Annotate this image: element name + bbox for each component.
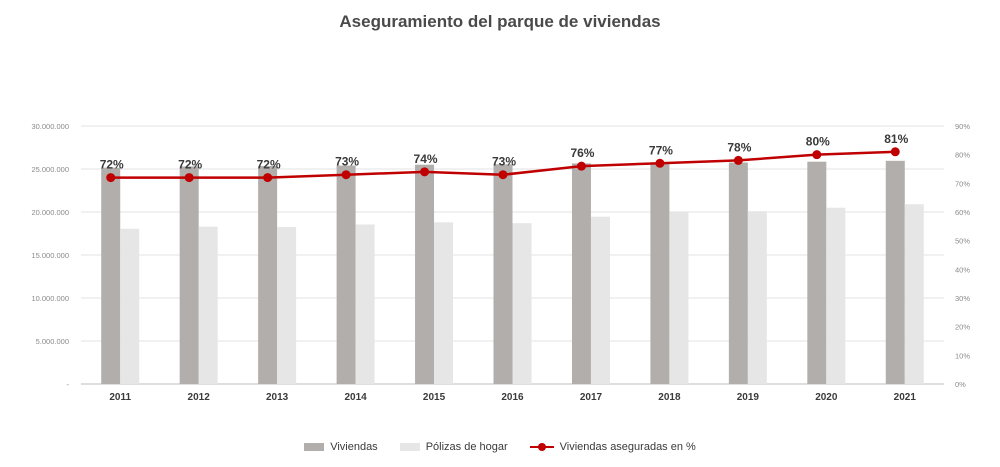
line-point (733, 155, 743, 165)
bars (101, 160, 924, 384)
axis-labels: - 5.000.000 10.000.000 15.000.000 20.000.000… (31, 122, 970, 403)
data-label-percent: 78% (727, 140, 751, 154)
legend-item-polizas: Pólizas de hogar (399, 441, 508, 453)
line-point (890, 147, 900, 157)
legend-swatch-polizas (399, 443, 420, 451)
y-right-tick-label: 0% (955, 380, 966, 389)
bar-viviendas (336, 165, 356, 384)
data-label-percent: 72% (257, 158, 281, 172)
legend-label-porcentaje: Viviendas aseguradas en % (559, 441, 696, 453)
legend-swatch-viviendas (304, 443, 325, 451)
bar-polizas (747, 211, 767, 384)
line-point (106, 173, 116, 183)
y-right-tick-label: 10% (955, 351, 970, 360)
bar-polizas (277, 227, 297, 384)
bar-viviendas (728, 162, 748, 384)
x-tick-label: 2017 (580, 392, 603, 403)
x-tick-label: 2016 (501, 392, 524, 403)
x-tick-label: 2012 (188, 392, 211, 403)
bar-polizas (512, 223, 532, 384)
bar-polizas (590, 216, 610, 384)
y-left-tick-label: 25.000.000 (31, 165, 69, 174)
bar-polizas (198, 226, 218, 384)
bar-viviendas (807, 161, 827, 384)
bar-polizas (355, 224, 375, 384)
x-tick-label: 2021 (894, 392, 917, 403)
chart-title: Aseguramiento del parque de viviendas (339, 12, 661, 31)
data-label-percent: 73% (335, 155, 359, 169)
x-tick-label: 2015 (423, 392, 446, 403)
bar-viviendas (415, 164, 435, 384)
x-tick-label: 2014 (344, 392, 367, 403)
legend-label-polizas: Pólizas de hogar (425, 441, 508, 453)
bar-viviendas (493, 164, 513, 384)
y-right-tick-label: 60% (955, 208, 970, 217)
y-left-tick-label: 15.000.000 (31, 251, 69, 260)
bar-viviendas (258, 165, 278, 384)
bar-polizas (434, 222, 454, 384)
bar-viviendas (885, 160, 905, 384)
legend: Viviendas Pólizas de hogar Viviendas ase… (0, 441, 1000, 453)
data-label-percent: 73% (492, 155, 516, 169)
legend-item-viviendas: Viviendas (304, 441, 378, 453)
y-right-tick-label: 20% (955, 323, 970, 332)
data-label-percent: 72% (178, 158, 202, 172)
bar-viviendas (179, 166, 199, 384)
legend-label-viviendas: Viviendas (330, 441, 378, 453)
x-tick-label: 2019 (737, 392, 760, 403)
y-left-tick-label: 10.000.000 (31, 294, 69, 303)
y-right-tick-label: 80% (955, 151, 970, 160)
data-label-percent: 80% (806, 135, 830, 149)
line-point (576, 161, 586, 171)
line-point (184, 173, 194, 183)
data-label-percent: 81% (884, 132, 908, 146)
x-tick-label: 2018 (658, 392, 681, 403)
x-tick-label: 2011 (109, 392, 131, 403)
bar-polizas (904, 204, 924, 384)
line-point (420, 167, 430, 177)
legend-swatch-porcentaje (529, 442, 554, 452)
data-label-percent: 76% (570, 146, 594, 160)
line-point (812, 150, 822, 160)
bar-polizas (120, 228, 140, 384)
y-right-tick-label: 40% (955, 265, 970, 274)
y-right-tick-label: 70% (955, 179, 970, 188)
line-point (341, 170, 351, 180)
y-right-tick-label: 90% (955, 122, 970, 131)
data-label-percent: 77% (649, 143, 673, 157)
data-label-percent: 72% (100, 158, 124, 172)
y-left-tick-label: 5.000.000 (36, 337, 69, 346)
line-point (655, 158, 665, 168)
data-label-percent: 74% (414, 152, 438, 166)
bar-viviendas (101, 167, 121, 384)
y-right-tick-label: 50% (955, 237, 970, 246)
y-right-tick-label: 30% (955, 294, 970, 303)
y-left-tick-label: 20.000.000 (31, 208, 69, 217)
y-left-tick-label: - (67, 380, 70, 389)
x-tick-label: 2013 (266, 392, 289, 403)
bar-viviendas (571, 163, 591, 384)
y-left-tick-label: 30.000.000 (31, 122, 69, 131)
bar-polizas (669, 212, 689, 384)
bar-polizas (826, 207, 846, 384)
line-point (263, 173, 273, 183)
percentage-line: 72% 72% 72% 73% 74% 73% 76% 77% 78% 80% 81% (100, 132, 909, 183)
bar-viviendas (650, 162, 670, 384)
legend-item-porcentaje: Viviendas aseguradas en % (529, 441, 696, 453)
x-tick-label: 2020 (815, 392, 838, 403)
line-point (498, 170, 508, 180)
